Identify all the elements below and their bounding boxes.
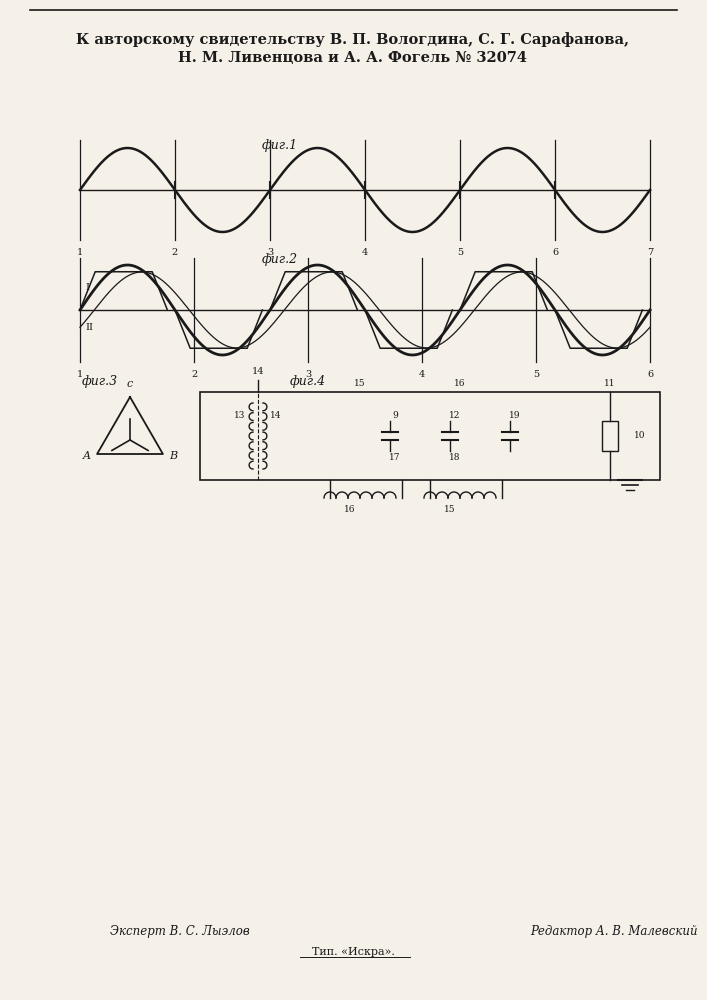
Text: 15: 15 xyxy=(354,379,366,388)
Text: 5: 5 xyxy=(533,370,539,379)
Text: 11: 11 xyxy=(604,379,616,388)
Text: 18: 18 xyxy=(449,454,461,462)
Text: 2: 2 xyxy=(172,248,178,257)
Text: 17: 17 xyxy=(390,454,401,462)
Text: 15: 15 xyxy=(444,506,456,514)
Text: c: c xyxy=(127,379,133,389)
Text: 14: 14 xyxy=(252,367,264,376)
Text: 3: 3 xyxy=(305,370,311,379)
Text: 1: 1 xyxy=(77,370,83,379)
Text: фиг.2: фиг.2 xyxy=(262,253,298,266)
Text: Редактор А. В. Малевский: Редактор А. В. Малевский xyxy=(530,926,698,938)
Text: 9: 9 xyxy=(392,412,398,420)
Text: фиг.4: фиг.4 xyxy=(290,375,326,388)
Text: фиг.3: фиг.3 xyxy=(82,375,118,388)
Text: II: II xyxy=(85,324,93,332)
Text: 3: 3 xyxy=(267,248,273,257)
Text: 4: 4 xyxy=(419,370,425,379)
Text: 2: 2 xyxy=(191,370,197,379)
Bar xyxy=(602,421,618,451)
Text: Н. М. Ливенцова и А. А. Фогель № 32074: Н. М. Ливенцова и А. А. Фогель № 32074 xyxy=(178,51,527,65)
Text: 6: 6 xyxy=(552,248,558,257)
Text: 12: 12 xyxy=(450,412,461,420)
Text: К авторскому свидетельству В. П. Вологдина, С. Г. Сарафанова,: К авторскому свидетельству В. П. Вологди… xyxy=(76,33,629,47)
Text: 14: 14 xyxy=(270,412,282,420)
Text: 6: 6 xyxy=(647,370,653,379)
Text: 19: 19 xyxy=(509,412,521,420)
Text: Эксперт В. С. Лыэлов: Эксперт В. С. Лыэлов xyxy=(110,926,250,938)
Text: 5: 5 xyxy=(457,248,463,257)
Text: 1: 1 xyxy=(77,248,83,257)
Text: 16: 16 xyxy=(344,506,356,514)
Text: A: A xyxy=(83,451,91,461)
Text: фиг.1: фиг.1 xyxy=(262,138,298,151)
Text: Тип. «Искра».: Тип. «Искра». xyxy=(312,947,395,957)
Text: 16: 16 xyxy=(455,379,466,388)
Text: 4: 4 xyxy=(362,248,368,257)
Text: I: I xyxy=(85,283,89,292)
Text: B: B xyxy=(169,451,177,461)
Text: 10: 10 xyxy=(634,432,645,440)
Text: 7: 7 xyxy=(647,248,653,257)
Text: 13: 13 xyxy=(234,412,246,420)
